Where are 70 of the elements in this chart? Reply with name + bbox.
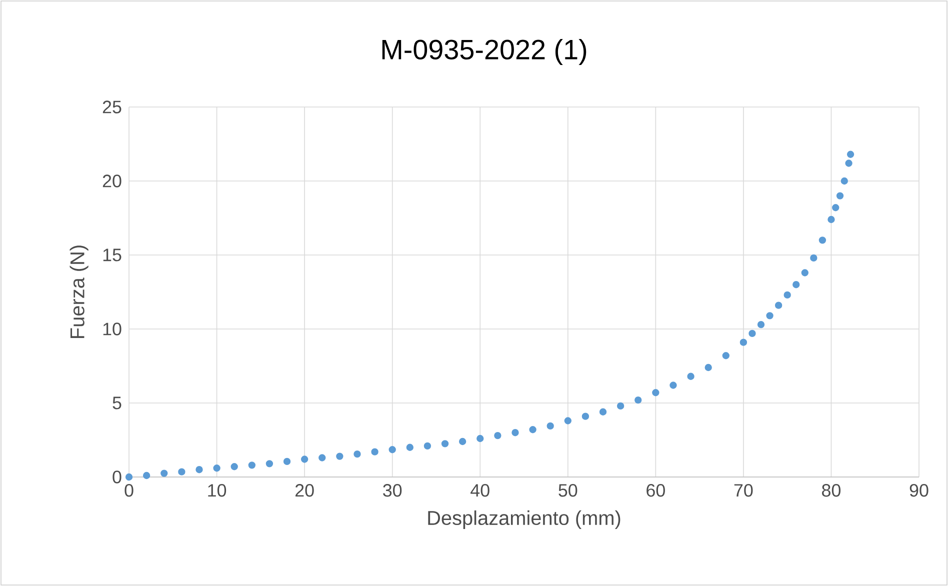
chart-title: M-0935-2022 (1) [382, 39, 586, 65]
x-tick-label: 30 [383, 484, 402, 497]
point [616, 402, 624, 410]
point [599, 408, 607, 416]
point [336, 452, 344, 460]
point [766, 312, 774, 320]
point [722, 352, 730, 360]
x-tick-label: 10 [208, 484, 226, 497]
point [792, 281, 800, 288]
y-tick-label: 5 [112, 396, 122, 410]
point [818, 236, 826, 244]
point [230, 463, 238, 470]
point [160, 470, 168, 477]
point [634, 396, 642, 404]
point [266, 460, 274, 468]
point [845, 160, 852, 167]
point [458, 438, 466, 446]
point [529, 426, 536, 434]
x-tick-label: 0 [124, 484, 134, 497]
point [836, 192, 844, 200]
point [424, 442, 432, 450]
point [441, 440, 449, 448]
y-tick-label: 25 [102, 100, 122, 114]
y-tick-label: 0 [112, 470, 122, 484]
point [840, 177, 848, 185]
y-axis-title: Fuerza (N) [70, 246, 88, 338]
x-tick-label: 50 [558, 484, 578, 497]
point [670, 382, 677, 389]
x-tick-label: 80 [822, 484, 840, 497]
point [300, 456, 308, 463]
x-tick-label: 70 [734, 484, 753, 497]
point [318, 454, 326, 462]
point [582, 412, 590, 420]
point [687, 372, 694, 380]
point [512, 429, 519, 436]
point [125, 473, 133, 481]
x-tick-label: 60 [646, 484, 665, 497]
point [248, 462, 256, 469]
x-tick-label: 40 [470, 484, 490, 497]
point [371, 448, 378, 456]
point [178, 468, 186, 476]
point [406, 444, 414, 451]
point [810, 254, 818, 262]
point [801, 269, 808, 276]
point [354, 450, 361, 458]
point [774, 302, 782, 309]
point [740, 338, 748, 346]
point [846, 150, 854, 158]
point [784, 291, 791, 299]
point [564, 417, 572, 424]
point [832, 204, 840, 212]
point [388, 446, 396, 454]
point [213, 464, 220, 472]
point [828, 216, 835, 224]
point [704, 364, 712, 372]
point [748, 330, 756, 338]
point [142, 472, 150, 480]
y-tick-label: 10 [103, 322, 122, 336]
point [476, 434, 484, 442]
point [757, 320, 765, 328]
point [196, 466, 203, 474]
y-tick-label: 15 [103, 248, 122, 262]
point [546, 422, 554, 430]
point [494, 432, 502, 440]
x-axis-title: Desplazamiento (mm) [428, 510, 620, 529]
point [652, 389, 660, 396]
x-tick-label: 20 [295, 484, 314, 497]
y-tick-label: 20 [102, 174, 122, 188]
x-tick-label: 90 [910, 484, 928, 497]
point [283, 458, 291, 466]
